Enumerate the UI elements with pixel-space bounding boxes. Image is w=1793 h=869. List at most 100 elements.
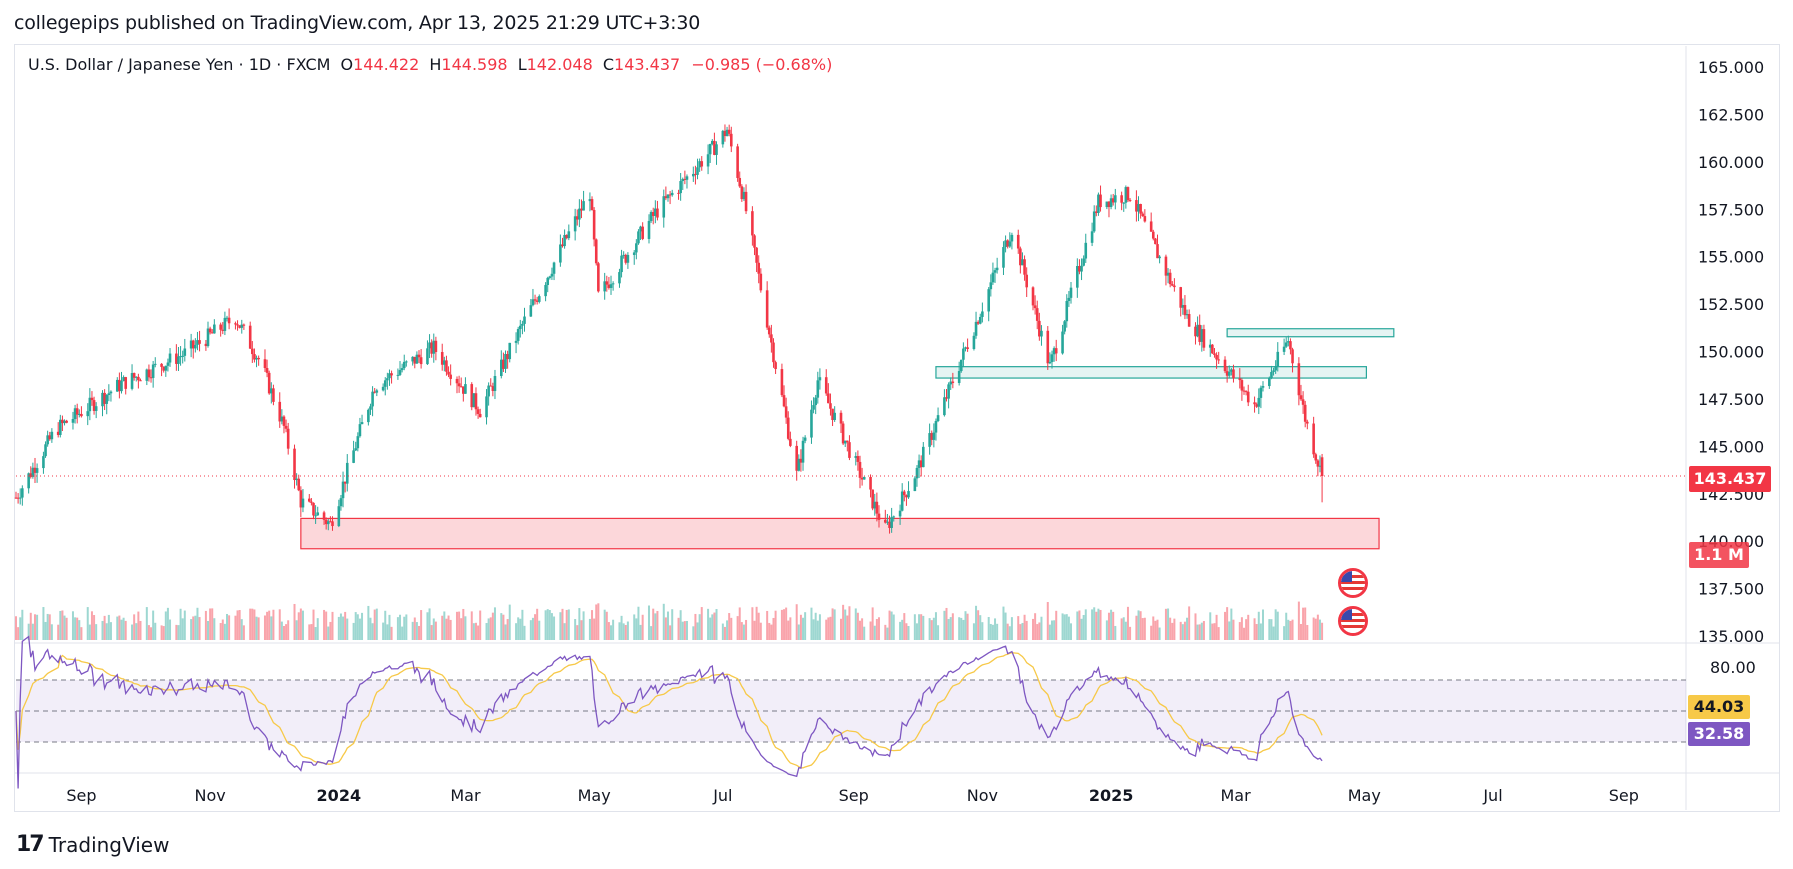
volume-bar: [491, 612, 494, 640]
candle: [1023, 259, 1026, 275]
candle: [295, 478, 298, 481]
candle: [1054, 348, 1058, 354]
tradingview-footer[interactable]: 17 TradingView: [16, 832, 169, 857]
volume-bar: [1198, 624, 1201, 640]
volume-bar: [31, 623, 34, 640]
volume-bar: [531, 617, 534, 640]
us-flag-icon[interactable]: [1338, 606, 1368, 636]
volume-bar: [401, 626, 404, 640]
candle: [1225, 371, 1229, 376]
volume-bar: [994, 618, 997, 640]
volume-bar: [597, 603, 600, 640]
candle: [457, 383, 461, 387]
candle: [242, 324, 246, 326]
volume-bar: [71, 611, 74, 640]
candle: [1006, 240, 1009, 247]
volume-bar: [504, 624, 507, 640]
volume-bar: [856, 612, 859, 640]
volume-bar: [825, 619, 828, 640]
candle: [1202, 329, 1206, 348]
volume-bar: [888, 610, 891, 640]
volume-bar: [1034, 613, 1037, 640]
volume-bar: [1004, 612, 1007, 640]
high-label: H: [429, 55, 442, 74]
candle: [445, 360, 448, 372]
candle: [1158, 256, 1161, 259]
volume-bar: [1299, 623, 1302, 640]
candle: [580, 208, 583, 211]
candle: [962, 348, 965, 360]
volume-bar: [1276, 611, 1279, 640]
volume-bar: [1076, 611, 1079, 640]
candle: [848, 442, 851, 458]
candle: [59, 419, 62, 435]
candle: [744, 191, 748, 212]
candle: [1122, 202, 1126, 204]
volume-bar: [502, 614, 505, 640]
volume-bar: [1107, 612, 1110, 640]
volume-bar: [1137, 610, 1140, 640]
volume-bar: [164, 611, 167, 640]
candle: [860, 477, 864, 480]
volume-bar: [1169, 617, 1172, 640]
volume-bar: [981, 622, 984, 640]
volume-bar: [932, 617, 935, 640]
candle: [1080, 265, 1083, 272]
volume-bar: [918, 614, 921, 640]
volume-bar: [103, 615, 106, 640]
candle: [1242, 390, 1246, 392]
volume-bar: [1287, 619, 1290, 640]
volume-bar: [27, 623, 30, 640]
volume-bar: [1179, 621, 1182, 640]
candle: [751, 211, 754, 236]
volume-bar: [405, 614, 408, 640]
change-value: −0.985 (−0.68%): [691, 55, 833, 74]
volume-bar: [875, 618, 878, 640]
volume-bar: [1099, 609, 1102, 640]
volume-bar: [588, 618, 591, 640]
candle: [618, 272, 621, 284]
candle: [1318, 465, 1322, 467]
candle: [765, 290, 769, 328]
candle: [166, 362, 170, 366]
candle: [14, 497, 18, 499]
volume-bar: [915, 623, 918, 640]
candle: [1010, 234, 1014, 242]
volume-bar: [612, 619, 615, 640]
volume-badge: 1.1 M: [1689, 542, 1749, 568]
candle: [928, 433, 931, 447]
volume-bar: [430, 625, 433, 640]
candle: [774, 362, 777, 370]
candle: [175, 353, 178, 364]
candle: [816, 380, 820, 398]
volume-bar: [666, 611, 669, 640]
candle: [905, 495, 908, 498]
candle: [641, 226, 644, 239]
candle: [565, 234, 569, 239]
us-flag-icon[interactable]: [1338, 568, 1368, 598]
candle: [124, 377, 128, 389]
volume-bar: [901, 619, 904, 640]
volume-bar: [768, 622, 771, 640]
candle: [670, 192, 674, 196]
volume-bar: [160, 625, 163, 640]
volume-bar: [1048, 624, 1051, 640]
volume-bar: [1120, 618, 1123, 640]
volume-bar: [470, 611, 473, 640]
candle: [44, 444, 47, 457]
candle: [550, 273, 554, 277]
volume-bar: [1259, 623, 1262, 640]
candle: [900, 491, 904, 511]
volume-bar: [795, 604, 798, 640]
volume-bar: [1211, 623, 1214, 640]
candle: [1173, 285, 1176, 288]
candle: [493, 376, 497, 392]
candle: [118, 379, 121, 392]
volume-bar: [738, 607, 741, 640]
volume-bar: [1021, 622, 1024, 640]
candle: [812, 405, 815, 410]
volume-bar: [1230, 608, 1233, 640]
candle: [725, 129, 729, 137]
candle: [50, 431, 54, 440]
